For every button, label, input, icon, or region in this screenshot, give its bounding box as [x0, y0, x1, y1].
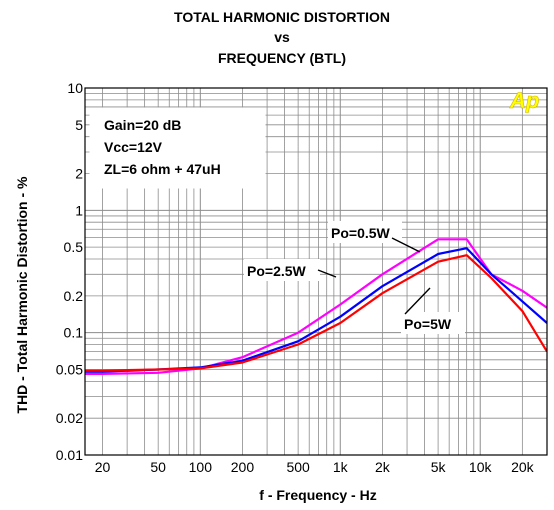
series-line-2: [85, 254, 547, 372]
x-tick-label: 10k: [469, 459, 493, 475]
y-tick-label: 0.1: [64, 325, 84, 341]
y-tick-label: 0.2: [64, 288, 84, 304]
series-label-po-0-5w-leader: [391, 237, 421, 253]
condition-gain: Gain=20 dB: [104, 117, 181, 133]
y-tick-label: 0.5: [64, 239, 84, 255]
plot-frame: [84, 87, 548, 456]
y-tick-label: 1: [75, 202, 83, 218]
x-tick-label: 200: [231, 459, 255, 475]
chart-title-line-1: TOTAL HARMONIC DISTORTION: [174, 9, 390, 25]
series-label-po-5w-background: [401, 312, 465, 334]
series-label-po-0-5w: Po=0.5W: [328, 221, 421, 253]
y-tick-labels: 10 5 2 1 0.5 0.2 0.1 0.05 0.02 0.01: [56, 80, 83, 463]
x-tick-label: 20k: [511, 459, 535, 475]
series-label-po-5w-text: Po=5W: [404, 316, 452, 332]
series-label-po-0-5w-text: Po=0.5W: [331, 225, 391, 241]
x-axis-label: f - Frequency - Hz: [259, 487, 376, 503]
y-tick-label: 10: [67, 80, 83, 96]
y-tick-label: 0.01: [56, 447, 83, 463]
condition-load: ZL=6 ohm + 47uH: [104, 161, 221, 177]
series-label-po-5w: Po=5W: [401, 287, 465, 334]
chart-title-line-3: FREQUENCY (BTL): [218, 50, 346, 66]
ap-logo: Ap: [509, 88, 539, 113]
conditions-box-background: [89, 107, 266, 189]
y-axis-label: THD - Total Harmonic Distortion - %: [14, 176, 30, 414]
y-tick-label: 2: [75, 166, 83, 182]
series-label-po-5w-leader: [404, 287, 431, 315]
x-tick-label: 100: [189, 459, 213, 475]
chart-title-line-2: vs: [274, 29, 290, 45]
x-tick-label: 50: [150, 459, 166, 475]
series-lines: [85, 238, 547, 375]
y-tick-label: 0.02: [56, 410, 83, 426]
series-label-po-2-5w-background: [244, 259, 320, 281]
series-label-po-2-5w: Po=2.5W: [244, 259, 337, 281]
conditions-box: Gain=20 dB Vcc=12V ZL=6 ohm + 47uH: [89, 107, 266, 189]
x-tick-label: 5k: [431, 459, 447, 475]
series-label-po-2-5w-text: Po=2.5W: [247, 263, 307, 279]
x-tick-label: 20: [95, 459, 111, 475]
x-tick-label: 500: [286, 459, 310, 475]
y-tick-label: 5: [75, 117, 83, 133]
series-label-po-0-5w-background: [328, 221, 402, 243]
series-label-po-2-5w-leader: [317, 269, 337, 278]
condition-vcc: Vcc=12V: [104, 139, 163, 155]
x-tick-labels: 20 50 100 200 500 1k 2k 5k 10k 20k: [95, 459, 535, 475]
x-tick-label: 1k: [333, 459, 349, 475]
y-tick-label: 0.05: [56, 361, 83, 377]
x-tick-label: 2k: [375, 459, 391, 475]
